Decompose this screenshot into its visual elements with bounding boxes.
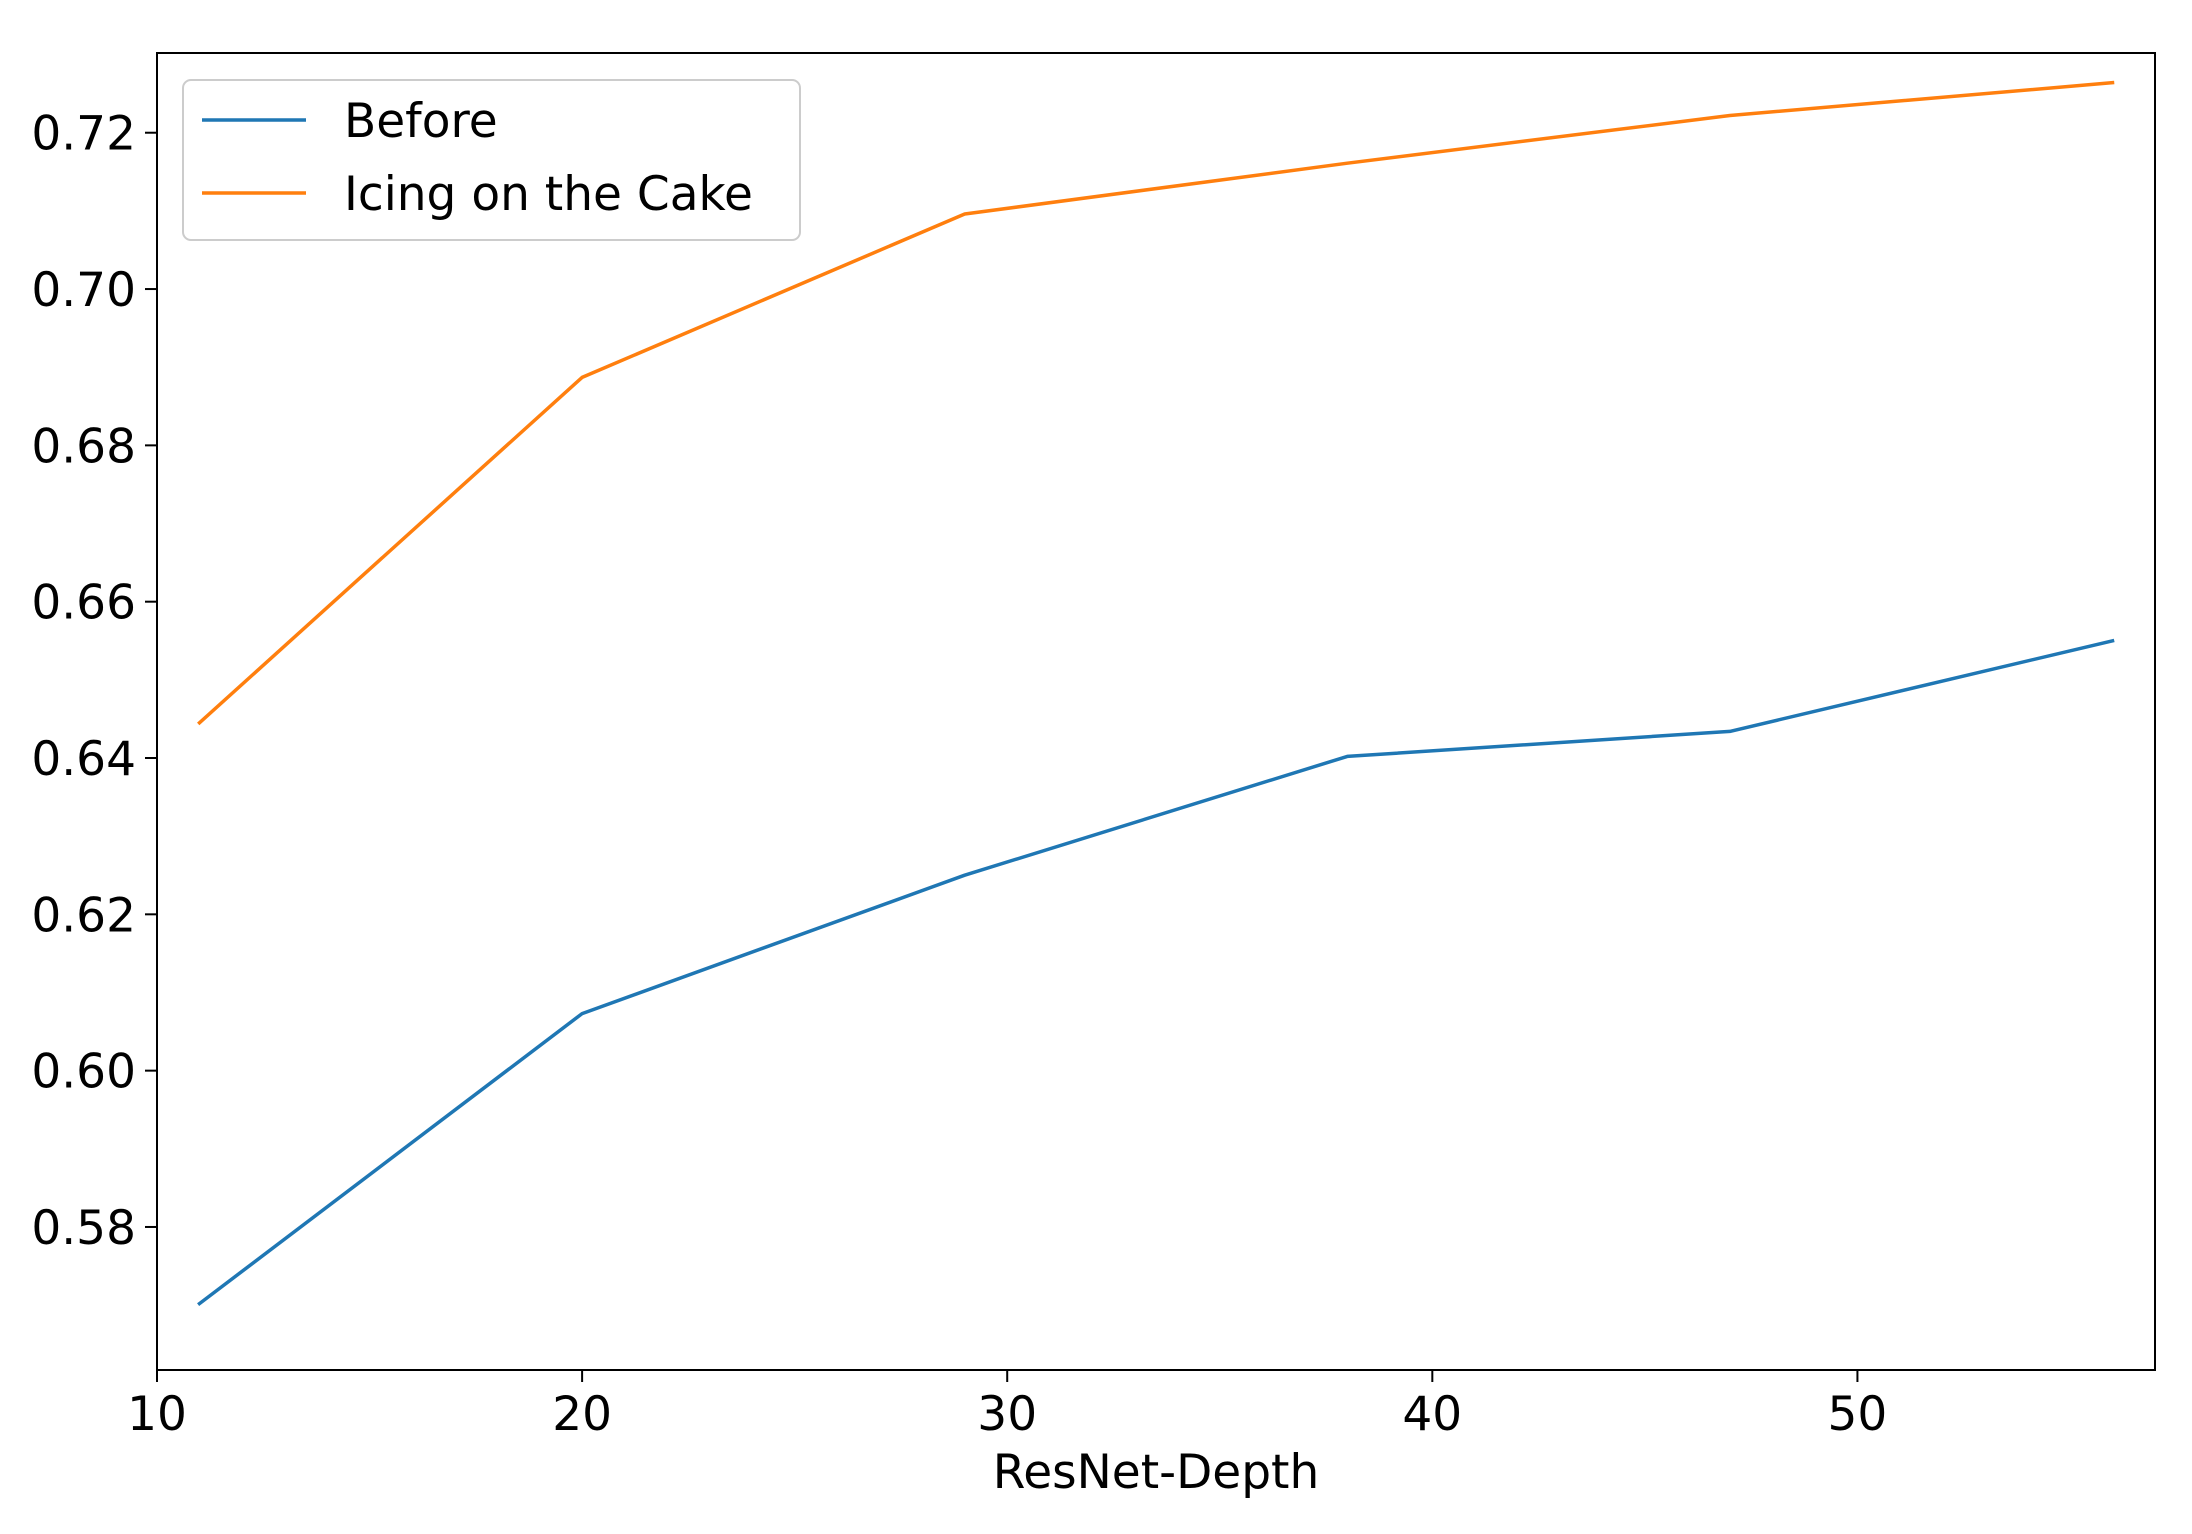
y-axis: 0.58 0.60 0.62 0.64 0.66 0.68 0.70 0.72 [31, 107, 157, 1256]
x-tick-label: 40 [1402, 1387, 1462, 1442]
y-tick-label: 0.60 [31, 1045, 136, 1100]
y-tick-label: 0.68 [31, 419, 136, 474]
legend-label-0: Before [344, 94, 498, 149]
y-tick-label: 0.62 [31, 888, 136, 943]
x-tick-label: 30 [977, 1387, 1037, 1442]
series-line-1 [197, 80, 2115, 726]
y-tick-label: 0.64 [31, 732, 136, 787]
x-axis-title: ResNet-Depth [993, 1445, 1320, 1500]
legend: Before Icing on the Cake [182, 79, 801, 241]
y-tick-label: 0.72 [31, 107, 136, 162]
legend-label-1: Icing on the Cake [344, 167, 753, 222]
series-line-0 [197, 638, 2115, 1307]
y-tick-label: 0.58 [31, 1201, 136, 1256]
x-tick-label: 50 [1828, 1387, 1888, 1442]
legend-box [182, 79, 801, 241]
plot-frame [156, 52, 2156, 1371]
series-layer [197, 80, 2115, 1307]
y-tick-label: 0.70 [31, 263, 136, 318]
x-tick-label: 10 [127, 1387, 187, 1442]
x-tick-label: 20 [552, 1387, 612, 1442]
y-tick-label: 0.66 [31, 576, 136, 631]
x-axis: 10 20 30 40 50 [127, 1370, 1887, 1442]
